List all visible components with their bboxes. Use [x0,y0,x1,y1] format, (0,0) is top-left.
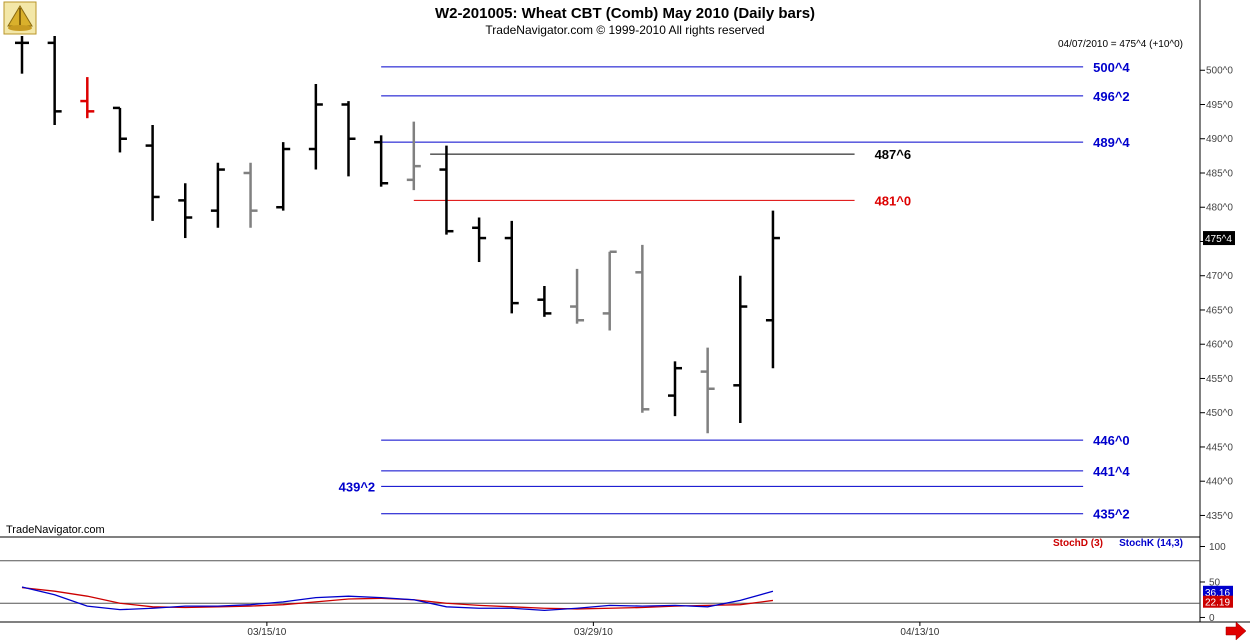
price-levels: 500^4 496^2 489^4 487^6 481^0 446^0 441^4 439^2… [339,60,1131,522]
last-price-marker: 475^4 [1203,231,1235,246]
price-tick-label: 460^0 [1206,340,1233,351]
date-tick-label: 03/15/10 [247,627,286,638]
level-label: 496^2 [1093,89,1130,104]
price-bar [243,162,258,228]
chart-title: W2-201005: Wheat CBT (Comb) May 2010 (Da… [435,5,815,22]
stoch-tick-label: 100 [1209,542,1226,553]
price-bar [374,135,389,187]
price-tick-label: 440^0 [1206,477,1233,488]
level-label: 500^4 [1093,60,1130,75]
stochastic-y-axis: 100 50 0 [0,542,1226,624]
stoch-value-label: 22.19 [1205,598,1230,609]
price-bar [15,36,29,74]
level-label: 446^0 [1093,433,1130,448]
price-tick-label: 480^0 [1206,203,1233,214]
price-tick-label: 490^0 [1206,134,1233,145]
last-price-label: 475^4 [1205,234,1232,245]
price-tick-label: 500^0 [1206,66,1233,77]
level-label: 481^0 [875,193,912,208]
price-bar [178,183,193,239]
tradenavigator-logo-icon[interactable] [3,1,37,35]
price-tick-label: 445^0 [1206,442,1233,453]
stoch-value-box [1203,585,1233,598]
price-bar [504,220,519,314]
price-bar [472,217,487,263]
price-bars [15,36,780,434]
date-tick-label: 04/13/10 [900,627,939,638]
price-bar [145,125,160,221]
date-x-axis: 03/15/10 03/29/10 04/13/10 [247,622,940,638]
price-bar [406,121,421,191]
chart-copyright: TradeNavigator.com © 1999-2010 All right… [485,23,764,37]
price-tick-label: 495^0 [1206,100,1233,111]
price-tick-label: 435^0 [1206,511,1233,522]
level-label: 439^2 [339,479,376,494]
price-bar [700,347,715,434]
stoch-value-box [1203,595,1233,608]
price-tick-label: 450^0 [1206,408,1233,419]
scroll-right-arrow-icon[interactable] [1225,621,1247,641]
price-bar [210,162,225,228]
stoch-legend-entry: StochK (14,3) [1119,538,1183,549]
level-label: 487^6 [875,147,912,162]
stoch-value-label: 36.16 [1205,588,1230,599]
price-bar [733,275,748,423]
price-panel: TradeNavigator.com 500^0 495^0 490^0 485^0 4… [0,0,1235,622]
price-bar [276,142,291,211]
level-label: 441^4 [1093,464,1130,479]
stochastic-legend: StochD (3) StochK (14,3) [1053,538,1183,549]
price-tick-label: 470^0 [1206,271,1233,282]
stoch-tick-label: 50 [1209,577,1221,588]
price-tick-label: 455^0 [1206,374,1233,385]
watermark: TradeNavigator.com [6,524,105,536]
price-bar [765,210,780,369]
price-bar [635,244,650,413]
level-label: 435^2 [1093,507,1130,522]
price-bar [47,36,62,126]
price-bar [308,83,323,170]
level-label: 489^4 [1093,135,1130,150]
stochk-line [21,586,774,612]
price-bar [80,77,95,119]
price-bar [570,268,585,324]
price-bar [668,361,682,417]
price-bar [439,145,454,235]
date-tick-label: 03/29/10 [574,627,613,638]
price-bar [537,286,552,317]
stoch-legend-entry: StochD (3) [1053,538,1103,549]
last-price-box [1203,231,1235,246]
price-bar [602,250,617,331]
last-bar-info: 04/07/2010 = 475^4 (+10^0) [1058,39,1183,50]
price-tick-label: 465^0 [1206,305,1233,316]
price-tick-label: 485^0 [1206,168,1233,179]
price-y-axis: 500^0495^0490^0485^0480^0475^0470^0465^0… [1200,66,1233,522]
price-bar [341,101,356,177]
stoch-tick-label: 0 [1209,613,1215,624]
price-bar [112,106,127,153]
